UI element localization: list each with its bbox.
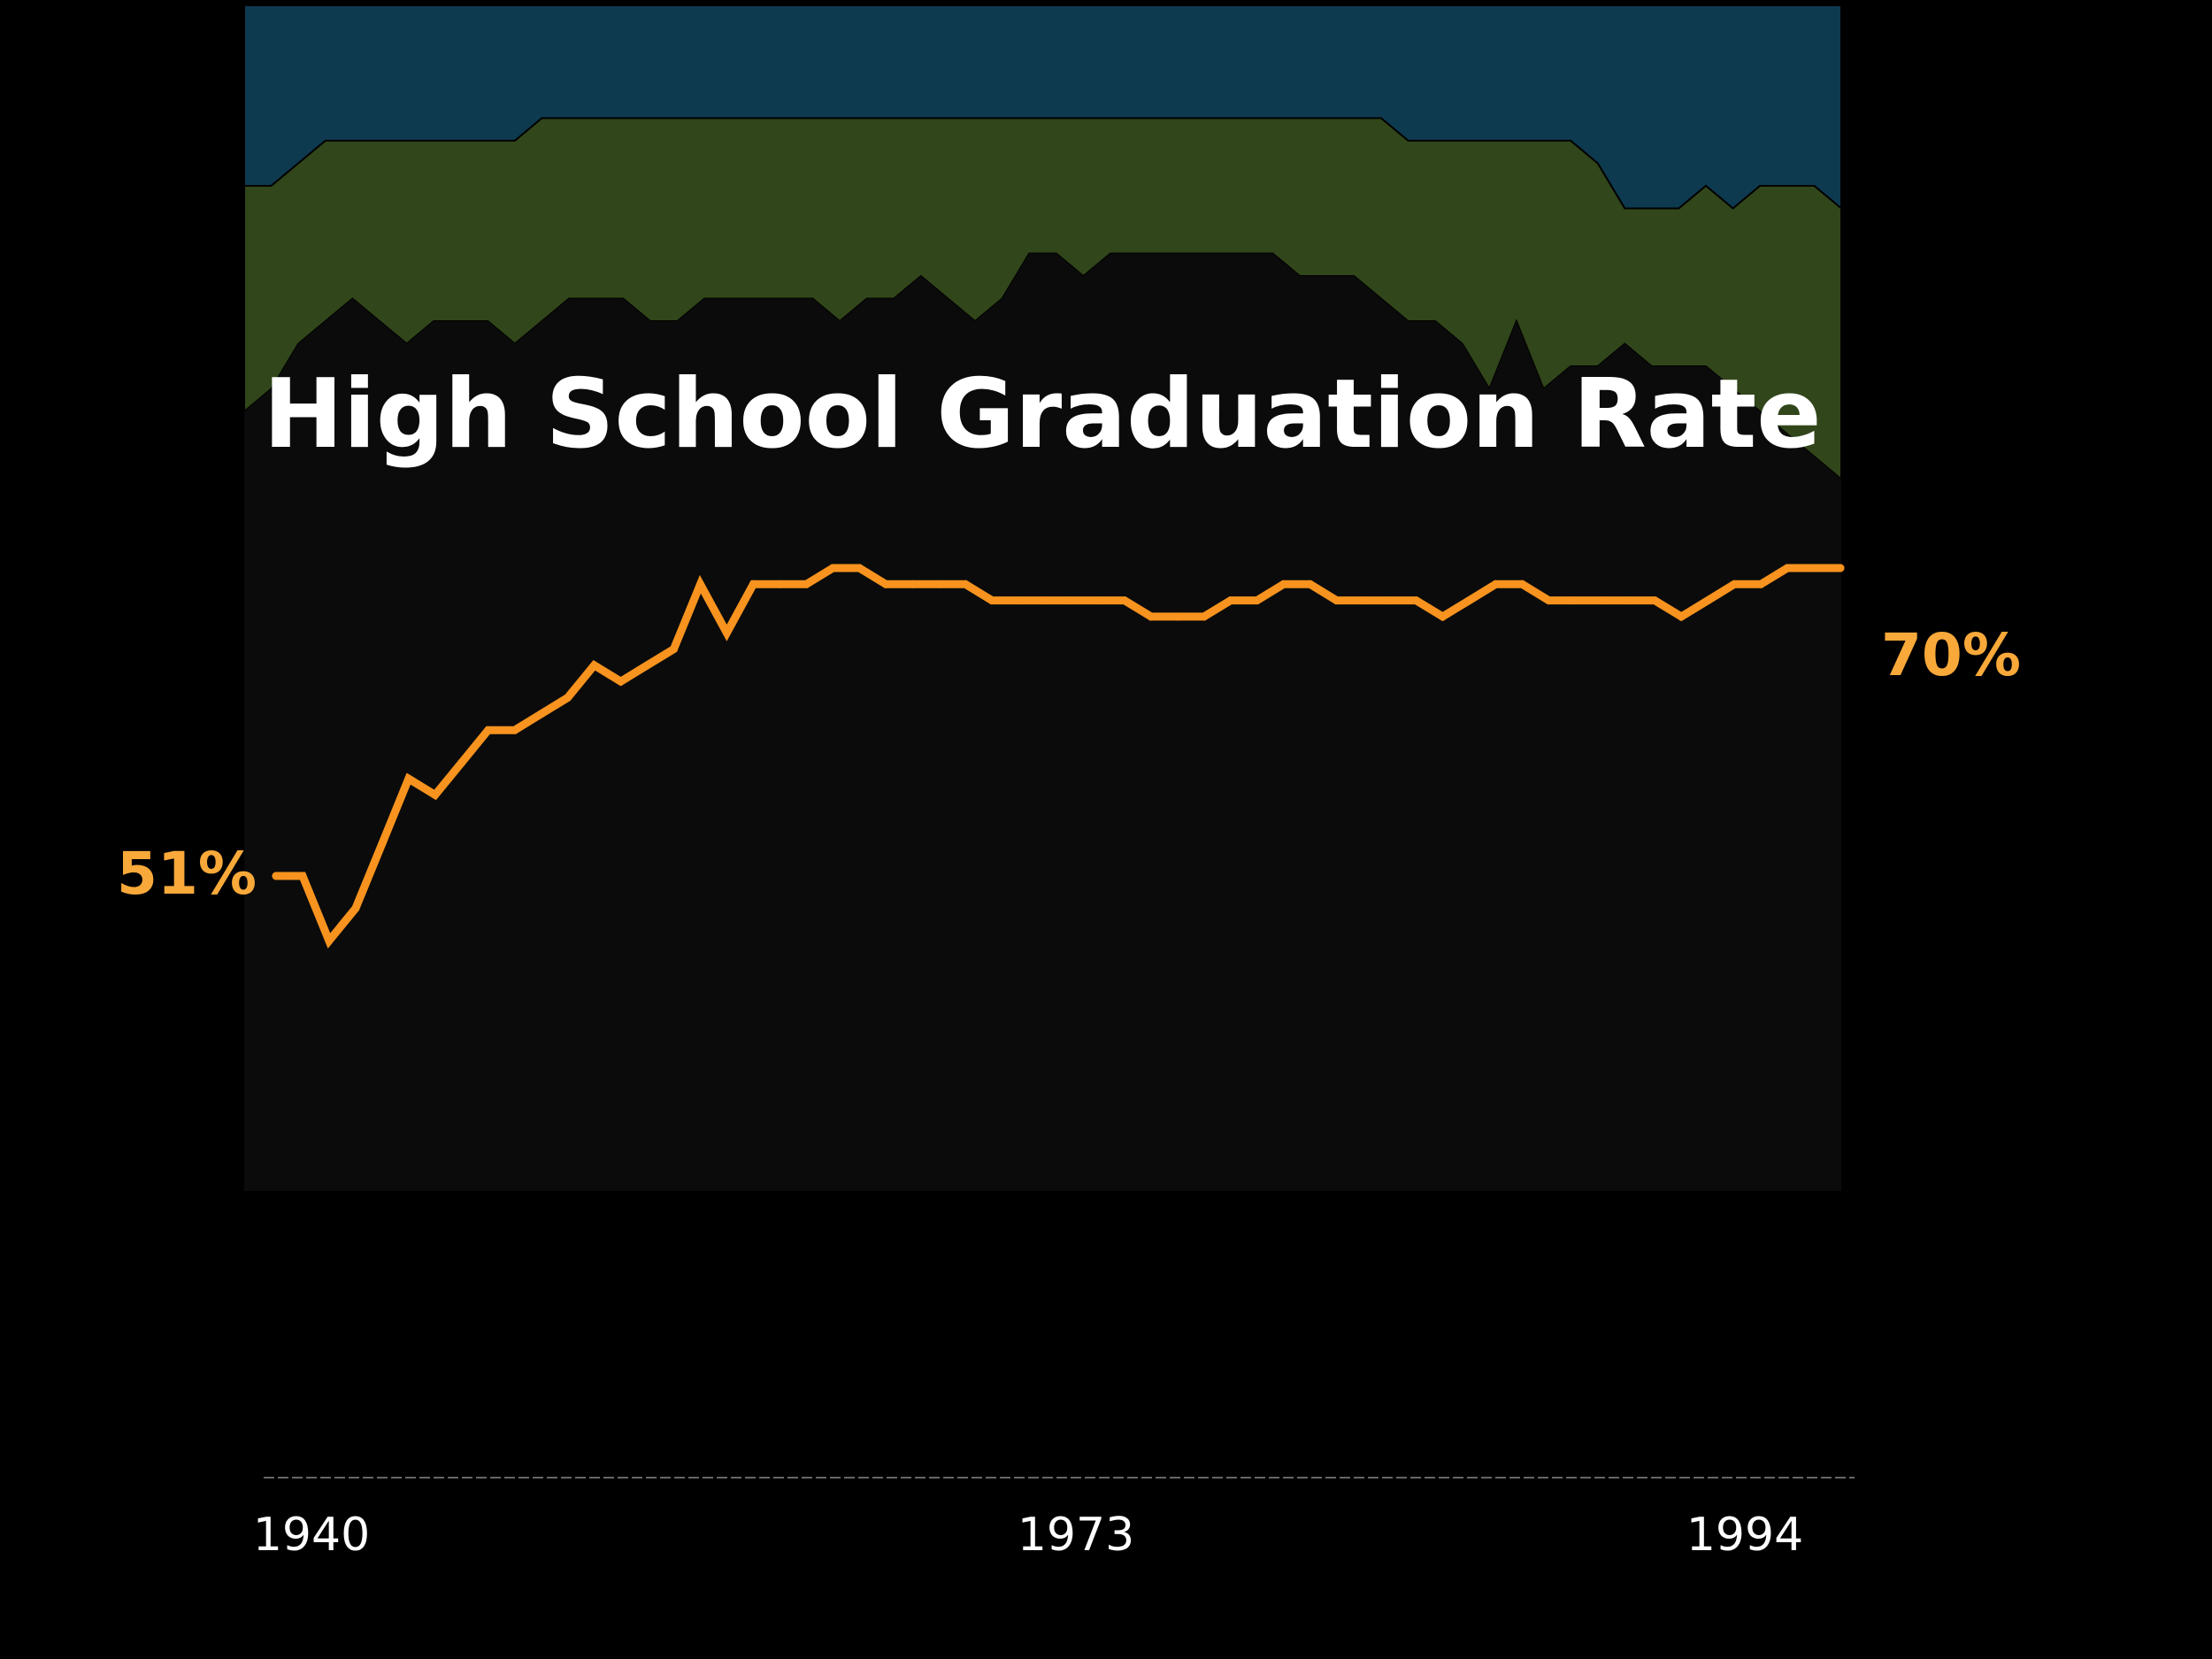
data-point-1954 bbox=[643, 661, 651, 670]
data-point-1948 bbox=[484, 726, 493, 734]
data-point-1959 bbox=[775, 580, 784, 588]
data-point-1960 bbox=[802, 580, 810, 588]
data-point-1967 bbox=[987, 596, 996, 605]
data-point-1944 bbox=[378, 839, 387, 848]
data-point-1955 bbox=[670, 645, 678, 654]
data-point-1963 bbox=[881, 580, 890, 588]
data-point-1995 bbox=[1730, 580, 1739, 588]
data-point-1989 bbox=[1571, 596, 1579, 605]
chart-title: High School Graduation Rate bbox=[263, 359, 1821, 470]
data-point-1956 bbox=[696, 580, 704, 588]
data-point-1947 bbox=[457, 758, 466, 767]
data-point-1949 bbox=[511, 726, 519, 734]
x-tick-label-1994: 1994 bbox=[1686, 1509, 1803, 1562]
data-point-1998 bbox=[1809, 564, 1818, 572]
data-point-1985 bbox=[1465, 596, 1473, 605]
data-point-1983 bbox=[1412, 596, 1420, 605]
data-point-1973 bbox=[1147, 612, 1156, 621]
data-point-1986 bbox=[1491, 580, 1500, 588]
data-point-1987 bbox=[1517, 580, 1526, 588]
data-point-1951 bbox=[564, 694, 572, 702]
data-point-1977 bbox=[1253, 596, 1262, 605]
data-point-1972 bbox=[1120, 596, 1129, 605]
data-point-1975 bbox=[1200, 612, 1209, 621]
data-point-1957 bbox=[722, 628, 731, 637]
data-point-1982 bbox=[1386, 596, 1394, 605]
data-point-1988 bbox=[1544, 596, 1553, 605]
graduation-rate-line bbox=[272, 564, 1845, 949]
band-bottom-area bbox=[244, 253, 1841, 1191]
data-point-1990 bbox=[1597, 596, 1606, 605]
data-point-1994 bbox=[1703, 596, 1712, 605]
data-point-1974 bbox=[1173, 612, 1182, 621]
data-point-1966 bbox=[961, 580, 970, 588]
data-point-1991 bbox=[1624, 596, 1632, 605]
start-value-label: 51% bbox=[117, 840, 257, 908]
data-point-1946 bbox=[431, 790, 440, 799]
data-point-1965 bbox=[934, 580, 943, 588]
data-point-1978 bbox=[1279, 580, 1288, 588]
x-tick-label-1940: 1940 bbox=[253, 1509, 370, 1562]
data-point-1940 bbox=[272, 872, 280, 880]
data-point-1969 bbox=[1041, 596, 1049, 605]
x-tick-label-1973: 1973 bbox=[1018, 1509, 1134, 1562]
end-value-label: 70% bbox=[1881, 621, 2021, 689]
data-point-1992 bbox=[1650, 596, 1659, 605]
data-point-1996 bbox=[1756, 580, 1765, 588]
data-point-1964 bbox=[908, 580, 917, 588]
data-point-1941 bbox=[298, 872, 307, 880]
data-point-1970 bbox=[1067, 596, 1076, 605]
data-point-1942 bbox=[325, 936, 334, 945]
data-point-1945 bbox=[404, 774, 413, 783]
data-point-1950 bbox=[537, 710, 546, 718]
data-point-1943 bbox=[351, 904, 360, 913]
graduation-rate-points bbox=[272, 564, 1845, 945]
data-point-1997 bbox=[1783, 564, 1792, 572]
data-point-1984 bbox=[1439, 612, 1447, 621]
data-point-1961 bbox=[828, 564, 837, 572]
data-point-1980 bbox=[1333, 596, 1341, 605]
data-point-1958 bbox=[749, 580, 757, 588]
data-point-1976 bbox=[1226, 596, 1235, 605]
data-point-1952 bbox=[590, 661, 599, 670]
data-point-1993 bbox=[1677, 612, 1686, 621]
data-point-1968 bbox=[1014, 596, 1023, 605]
data-point-1981 bbox=[1359, 596, 1368, 605]
data-point-1962 bbox=[855, 564, 864, 572]
data-point-1979 bbox=[1306, 580, 1315, 588]
data-point-1953 bbox=[617, 677, 626, 686]
data-point-1971 bbox=[1094, 596, 1102, 605]
data-point-1999 bbox=[1836, 564, 1845, 572]
